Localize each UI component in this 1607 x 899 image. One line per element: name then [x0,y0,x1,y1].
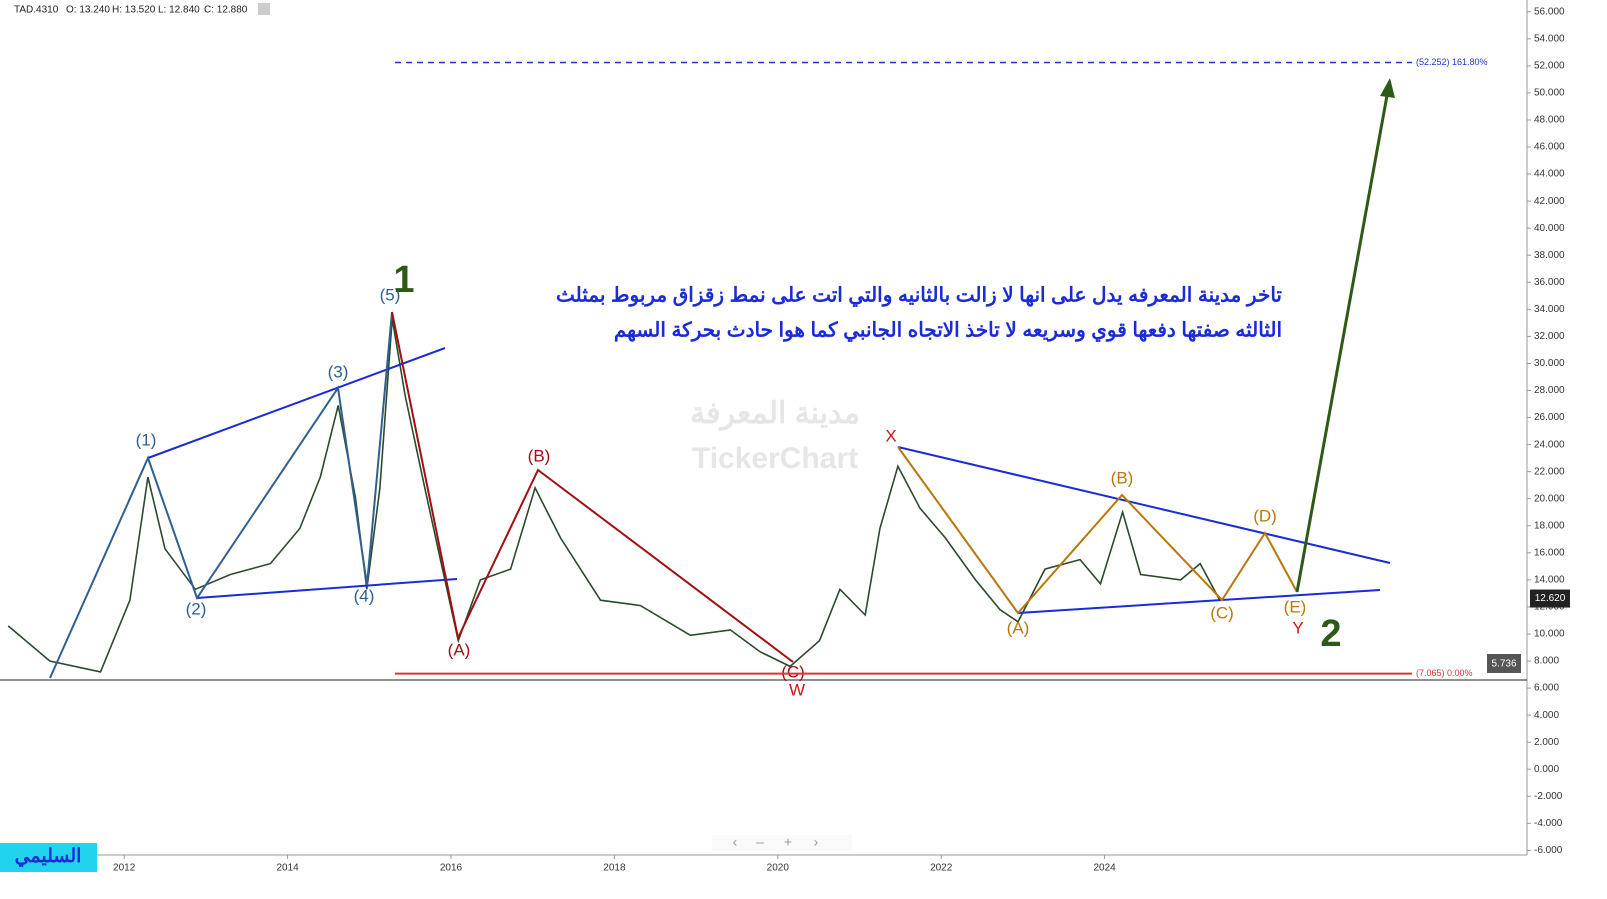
wave-label: (E) [1284,597,1307,616]
projection-arrow [1295,89,1390,593]
author-badge [0,843,97,872]
header-item: H: 13.520 [112,5,156,16]
wave-degree: 1 [393,259,414,301]
y-tick-label: 38.000 [1534,250,1565,261]
note: الثالثه صفتها دفعها قوي وسريعه لا تاخذ ا… [614,319,1282,342]
y-tick-label: 44.000 [1534,169,1565,180]
watermark: TickerChart [692,442,858,475]
trend-line [897,446,1391,564]
wave-label: (4) [354,586,375,605]
header-button[interactable] [258,3,270,15]
scroll-controls: ‹ – + › [712,834,852,851]
y-tick-label: 14.000 [1534,575,1565,586]
y-tick-label: -6.000 [1534,845,1563,856]
header-item: TAD.4310 [14,5,59,16]
header: TAD.4310 O: 13.240 H: 13.520 L: 12.840 C: 12… [14,5,248,16]
zoom-out[interactable]: – [756,834,764,850]
wave-label: X [885,426,896,445]
y-tick-label: 30.000 [1534,358,1565,369]
wave-label: (C) [781,662,805,681]
last-price-label: 12.620 [1535,593,1566,604]
wave-label: (2) [186,599,207,618]
y-tick-label: -4.000 [1534,818,1563,829]
x-tick-label: 2024 [1093,863,1116,874]
wave-label: (3) [328,362,349,381]
fib-tag: 5.736 [1491,659,1516,670]
x-tick-label: 2020 [767,863,790,874]
x-tick-label: 2014 [276,863,299,874]
y-tick-label: 0.000 [1534,764,1559,775]
trend-line [1017,589,1381,614]
header-item: O: 13.240 [66,5,110,16]
y-tick-label: 42.000 [1534,196,1565,207]
wave-path [391,311,794,663]
wave-label: (B) [1111,468,1134,487]
y-tick-label: 28.000 [1534,385,1565,396]
wave-label: (C) [1210,603,1234,622]
trend-line [196,578,458,599]
wave-path [897,446,1298,615]
zoom-in[interactable]: + [784,834,792,850]
scroll-bar[interactable] [712,835,852,851]
y-tick-label: 26.000 [1534,412,1565,423]
wave-label: (1) [136,430,157,449]
scroll-right[interactable]: › [814,834,819,850]
y-tick-label: 34.000 [1534,304,1565,315]
x-tick-label: 2012 [113,863,136,874]
wave-label: (D) [1253,506,1277,525]
y-tick-label: 32.000 [1534,331,1565,342]
y-tick-label: 20.000 [1534,493,1565,504]
y-tick-label: 18.000 [1534,520,1565,531]
fib-label: (52.252) 161.80% [1416,57,1488,67]
y-tick-label: 56.000 [1534,6,1565,17]
wave-label: Y [1292,618,1303,637]
header-item: L: 12.840 [158,5,200,16]
trend-line [147,347,446,459]
y-tick-label: 8.000 [1534,656,1559,667]
y-tick-label: -2.000 [1534,791,1563,802]
y-tick-label: 46.000 [1534,142,1565,153]
x-tick-label: 2018 [603,863,626,874]
x-tick-label: 2016 [440,863,463,874]
y-tick-label: 2.000 [1534,737,1559,748]
y-tick-label: 16.000 [1534,547,1565,558]
note: تاخر مدينة المعرفه يدل على انها لا زالت … [556,284,1282,307]
y-tick-label: 54.000 [1534,33,1565,44]
y-tick-label: 22.000 [1534,466,1565,477]
header-item: C: 12.880 [204,5,248,16]
y-tick-label: 4.000 [1534,710,1559,721]
author: السليمي [15,846,82,868]
y-tick-label: 36.000 [1534,277,1565,288]
y-tick-label: 50.000 [1534,88,1565,99]
watermark: مدينة المعرفة [690,397,860,431]
y-tick-label: 24.000 [1534,439,1565,450]
y-tick-label: 48.000 [1534,115,1565,126]
wave-path [49,311,393,679]
wave-label: (A) [1007,618,1030,637]
wave-label: (B) [528,446,551,465]
wave-label: (5) [380,285,401,304]
x-tick-label: 2022 [930,863,953,874]
wave-degree: 2 [1320,613,1341,655]
y-tick-label: 40.000 [1534,223,1565,234]
y-tick-label: 10.000 [1534,629,1565,640]
wave-label: (A) [448,640,471,659]
arrow-head [1380,78,1395,98]
fib-tag-bg [1487,654,1521,673]
fib-label: (7.065) 0.00% [1416,668,1473,678]
y-tick-label: 6.000 [1534,683,1559,694]
y-tick-label: 52.000 [1534,61,1565,72]
scroll-left[interactable]: ‹ [733,834,738,850]
wave-label: W [789,680,805,699]
last-price-bg [1530,589,1570,608]
